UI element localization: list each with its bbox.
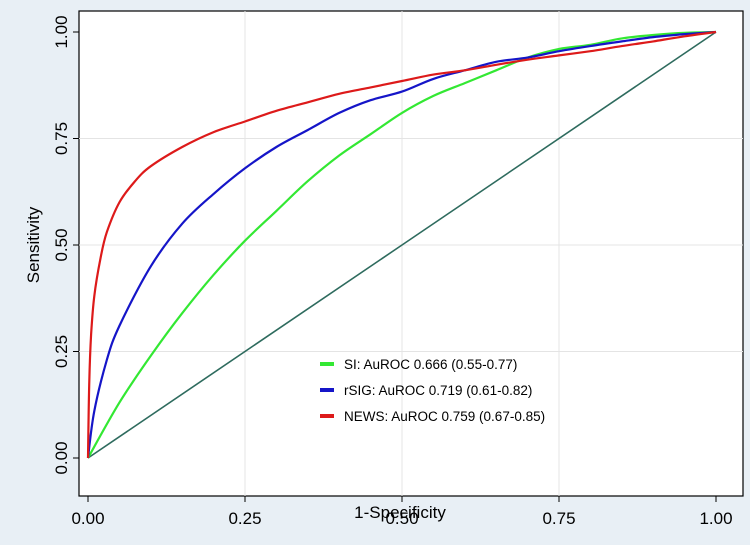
- series-group: [86, 30, 717, 459]
- legend-label-1: rSIG: AuROC 0.719 (0.61-0.82): [344, 383, 532, 398]
- series-line-2: [86, 30, 717, 459]
- y-tick-label: 0.75: [52, 122, 71, 155]
- y-tick-label: 0.25: [52, 335, 71, 368]
- axes: 0.00 0.25 0.50 0.75 1.00 0.00 0.25 0.50 0.75 1.00: [52, 15, 733, 528]
- y-tick-label: 1.00: [52, 15, 71, 48]
- x-axis-title: 1-Specificity: [354, 503, 446, 522]
- x-tick-label: 1.00: [699, 509, 732, 528]
- legend: SI: AuROC 0.666 (0.55-0.77) rSIG: AuROC 0…: [320, 357, 545, 424]
- x-tick-label: 0.25: [228, 509, 261, 528]
- series-line-1: [86, 30, 717, 459]
- y-tick-label: 0.00: [52, 441, 71, 474]
- x-tick-label: 0.00: [71, 509, 104, 528]
- x-tick-label: 0.50: [385, 509, 418, 528]
- legend-label-0: SI: AuROC 0.666 (0.55-0.77): [344, 357, 517, 372]
- y-axis-title: Sensitivity: [24, 206, 43, 283]
- legend-label-2: NEWS: AuROC 0.759 (0.67-0.85): [344, 409, 545, 424]
- series-line-0: [87, 30, 717, 459]
- y-tick-label: 0.50: [52, 228, 71, 261]
- reference-diagonal-line: [87, 31, 717, 459]
- x-tick-label: 0.75: [542, 509, 575, 528]
- plot-area: [78, 10, 744, 497]
